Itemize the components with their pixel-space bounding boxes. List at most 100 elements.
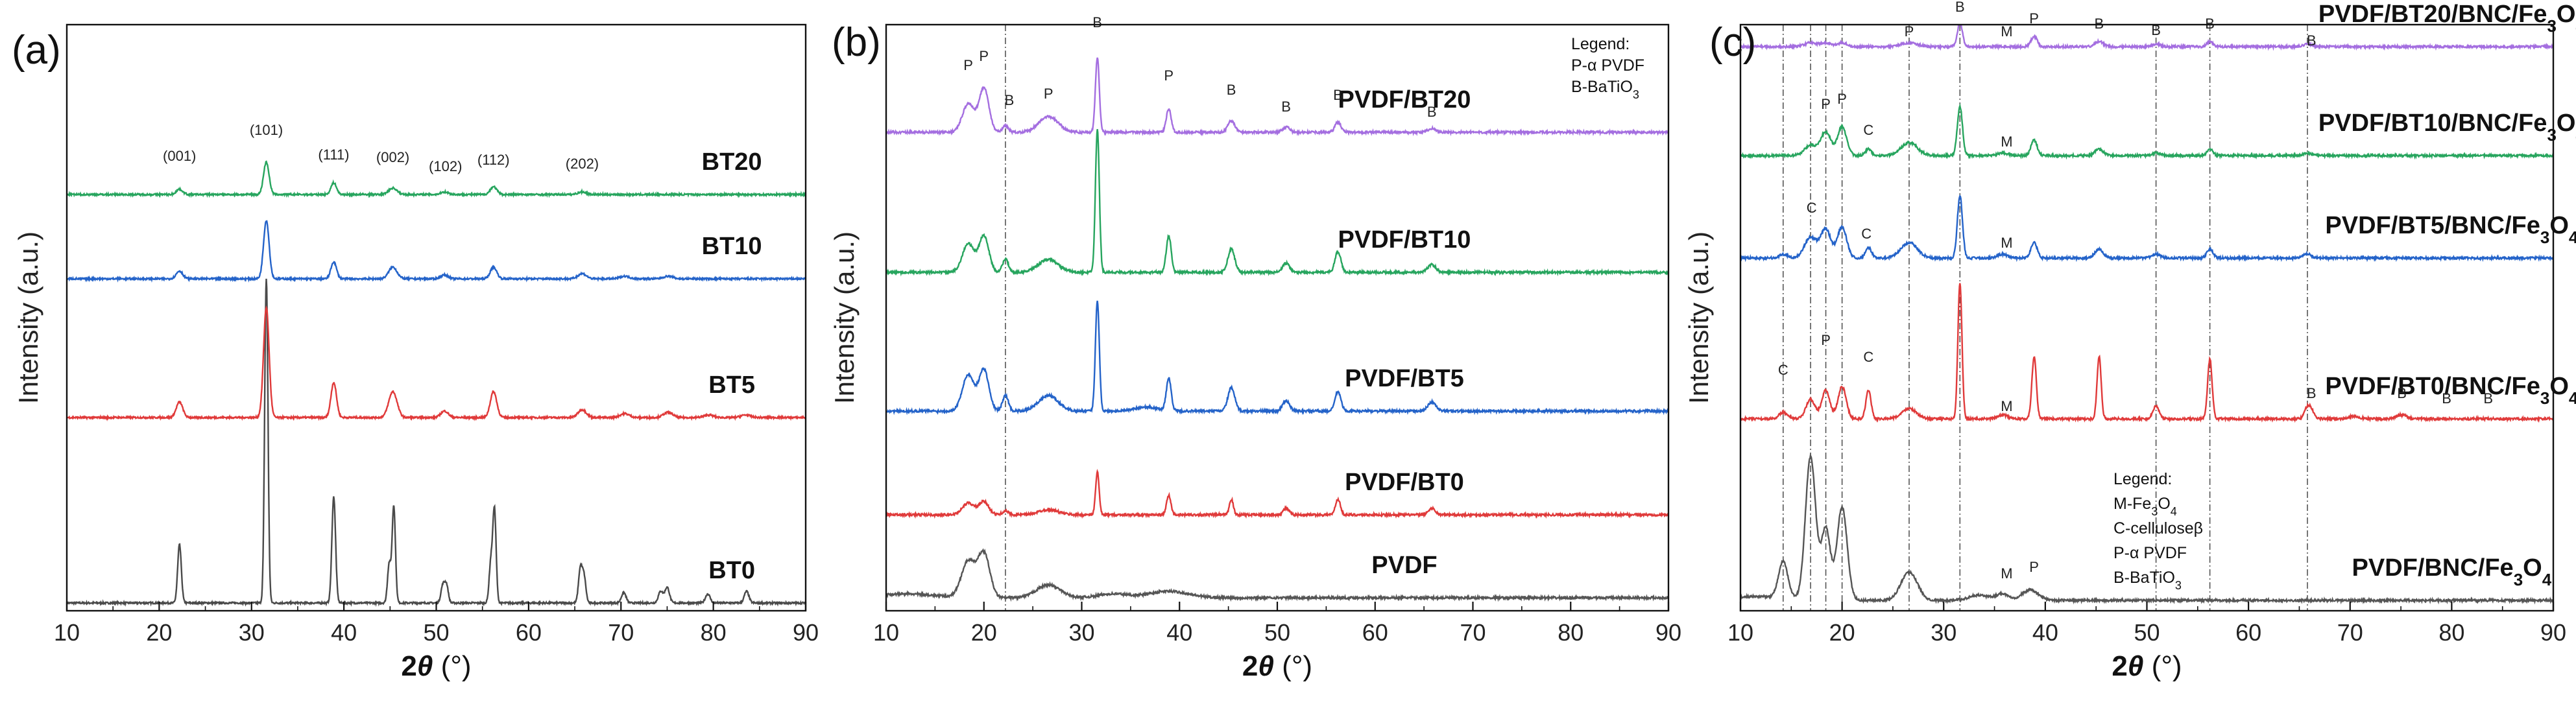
peak-annotation: B (2442, 390, 2451, 407)
peak-annotation: C (1778, 362, 1788, 378)
x-tick-label: 20 (971, 619, 997, 646)
series-line-2 (886, 300, 1668, 416)
peak-annotation: P (2029, 559, 2039, 575)
series-line-1 (1740, 283, 2553, 423)
y-axis-label: Intensity (a.u.) (13, 231, 43, 404)
x-tick-label: 60 (516, 619, 542, 646)
series-line-1 (67, 305, 806, 421)
panel-label: (b) (832, 20, 881, 65)
series-line-2 (1740, 195, 2553, 263)
x-tick-label: 40 (331, 619, 357, 646)
x-tick-label: 80 (2438, 619, 2464, 646)
legend-item: P-α PVDF (2113, 544, 2187, 562)
peak-annotation: B (2397, 385, 2407, 401)
legend-item: C-celluloseβ (2113, 519, 2203, 537)
peak-annotation: B (1427, 104, 1437, 120)
series-label-0: PVDF/BNC/Fe3O4 (2352, 554, 2552, 589)
peak-annotation: M (2001, 565, 2012, 582)
legend-item: B-BaTiO3 (1571, 78, 1639, 101)
x-tick-label: 90 (1655, 619, 1681, 646)
series-line-1 (886, 469, 1668, 519)
series-label-3: PVDF/BT10 (1338, 226, 1471, 254)
series-label-4: PVDF/BT20/BNC/Fe3O4 (2318, 1, 2576, 36)
peak-annotation: M (2001, 398, 2012, 414)
series-label-0: PVDF (1371, 552, 1437, 579)
x-tick-label: 50 (423, 619, 449, 646)
series-label-0: BT0 (708, 557, 755, 584)
x-tick-label: 30 (1931, 619, 1956, 646)
peak-annotation: P (1905, 23, 1914, 40)
series-line-2 (67, 220, 806, 283)
peak-annotation: C (1807, 200, 1817, 216)
x-tick-label: 80 (1558, 619, 1583, 646)
peak-annotation: C (1863, 349, 1873, 365)
series-line-0 (1740, 453, 2553, 605)
legend-item: B-BaTiO3 (2113, 569, 2182, 592)
x-tick-label: 20 (146, 619, 172, 646)
series-label-1: BT5 (708, 372, 755, 399)
series-label-2: BT10 (702, 233, 762, 260)
peak-annotation: B (2095, 16, 2104, 32)
peak-annotation: P (2029, 10, 2039, 27)
legend-item: P-α PVDF (1571, 56, 1644, 75)
peak-annotation: (001) (163, 148, 196, 164)
legend-item: M-Fe3O4 (2113, 495, 2177, 518)
legend-title: Legend: (1571, 35, 1630, 53)
x-tick-label: 50 (1264, 619, 1290, 646)
panel-label: (c) (1709, 20, 1756, 65)
peak-annotation: P (1164, 67, 1174, 84)
peak-annotation: M (2001, 23, 2012, 40)
series-line-4 (886, 57, 1668, 137)
series-label-1: PVDF/BT0/BNC/Fe3O4 (2325, 373, 2576, 408)
x-tick-label: 10 (873, 619, 899, 646)
x-tick-label: 70 (1460, 619, 1486, 646)
panel-a: BT0 BT5 BT10 BT20 (001) (101) (111) (002) (102) (… (12, 23, 819, 682)
x-tick-label: 40 (1166, 619, 1192, 646)
x-axis-label: 2θ (°) (2112, 650, 2182, 682)
peak-annotation: (101) (250, 122, 283, 138)
peak-annotation: B (2151, 22, 2161, 38)
peak-annotation: B (1955, 0, 1965, 15)
peak-annotation: P (979, 48, 989, 64)
y-axis-label: Intensity (a.u.) (1683, 231, 1714, 404)
peak-annotation: (111) (318, 147, 349, 163)
x-tick-label: 30 (239, 619, 265, 646)
peak-annotation: B (1227, 82, 1236, 98)
plot-frame (66, 23, 807, 612)
series-line-4 (1740, 25, 2553, 51)
peak-annotation: C (1863, 122, 1873, 138)
plot-frame (885, 23, 1670, 612)
peak-annotation: P (963, 57, 973, 73)
series-label-1: PVDF/BT0 (1345, 469, 1464, 496)
peak-annotation: M (2001, 134, 2012, 150)
x-tick-label: 30 (1068, 619, 1094, 646)
peak-annotation: B (2205, 16, 2215, 32)
x-tick-label: 10 (1727, 619, 1753, 646)
peak-annotation: B (1281, 99, 1291, 115)
peak-annotation: C (1861, 226, 1872, 242)
peak-annotation: B (2307, 385, 2317, 401)
x-tick-label: 90 (2540, 619, 2566, 646)
peak-annotation: P (1821, 96, 1831, 112)
x-tick-label: 60 (2235, 619, 2261, 646)
series-label-3: BT20 (702, 148, 762, 176)
panel-c: PVDF/BNC/Fe3O4 PVDF/BT0/BNC/Fe3O4 PVDF/BT5… (1683, 0, 2576, 682)
series-line-3 (1740, 103, 2553, 160)
panel-b: PVDFPVDF/BT0PVDF/BT5PVDF/BT10PVDF/BT20PP… (829, 14, 1681, 682)
peak-annotation: B (1092, 14, 1102, 30)
peak-annotation: (112) (477, 152, 510, 168)
legend-title: Legend: (2113, 470, 2172, 488)
peak-annotation: B (1333, 87, 1343, 103)
peak-annotation: M (2001, 235, 2012, 251)
peak-annotation: (002) (376, 149, 409, 165)
peak-annotation: P (1044, 86, 1053, 102)
x-tick-label: 90 (793, 619, 819, 646)
x-tick-label: 60 (1362, 619, 1388, 646)
x-axis-label: 2θ (°) (1242, 650, 1312, 682)
peak-annotation: B (1005, 92, 1015, 108)
x-tick-label: 20 (1829, 619, 1855, 646)
x-tick-label: 40 (2032, 619, 2058, 646)
x-tick-label: 80 (701, 619, 727, 646)
series-line-3 (886, 129, 1668, 277)
